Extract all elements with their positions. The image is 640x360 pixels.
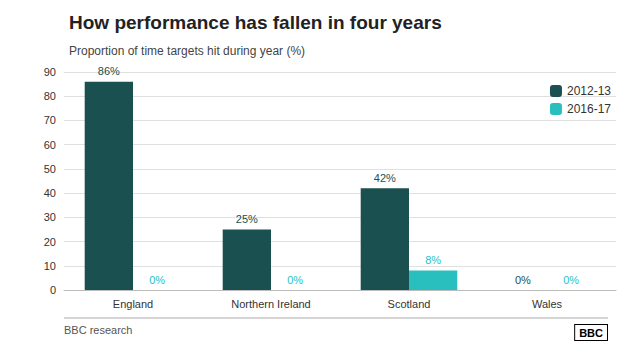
svg-text:25%: 25% [236, 213, 258, 225]
svg-text:BBC research: BBC research [64, 324, 132, 336]
svg-text:42%: 42% [374, 172, 396, 184]
svg-text:0%: 0% [515, 274, 531, 286]
svg-text:Proportion of time targets hit: Proportion of time targets hit during ye… [69, 44, 305, 58]
svg-text:0%: 0% [287, 274, 303, 286]
svg-text:How performance has fallen in: How performance has fallen in four years [69, 12, 442, 33]
svg-text:80: 80 [44, 90, 56, 102]
svg-text:0%: 0% [563, 274, 579, 286]
svg-text:86%: 86% [98, 65, 120, 77]
svg-text:30: 30 [44, 211, 56, 223]
svg-text:BBC: BBC [579, 327, 603, 339]
svg-text:60: 60 [44, 139, 56, 151]
svg-text:Scotland: Scotland [388, 298, 431, 310]
svg-text:2012-13: 2012-13 [567, 84, 611, 98]
svg-text:20: 20 [44, 236, 56, 248]
svg-text:50: 50 [44, 163, 56, 175]
svg-text:0%: 0% [149, 274, 165, 286]
svg-text:Northern Ireland: Northern Ireland [231, 298, 311, 310]
svg-text:England: England [113, 298, 153, 310]
svg-text:70: 70 [44, 114, 56, 126]
svg-text:0: 0 [50, 284, 56, 296]
svg-text:90: 90 [44, 66, 56, 78]
svg-text:40: 40 [44, 187, 56, 199]
svg-text:Wales: Wales [532, 298, 563, 310]
svg-text:10: 10 [44, 260, 56, 272]
svg-text:8%: 8% [425, 254, 441, 266]
svg-text:2016-17: 2016-17 [567, 102, 611, 116]
